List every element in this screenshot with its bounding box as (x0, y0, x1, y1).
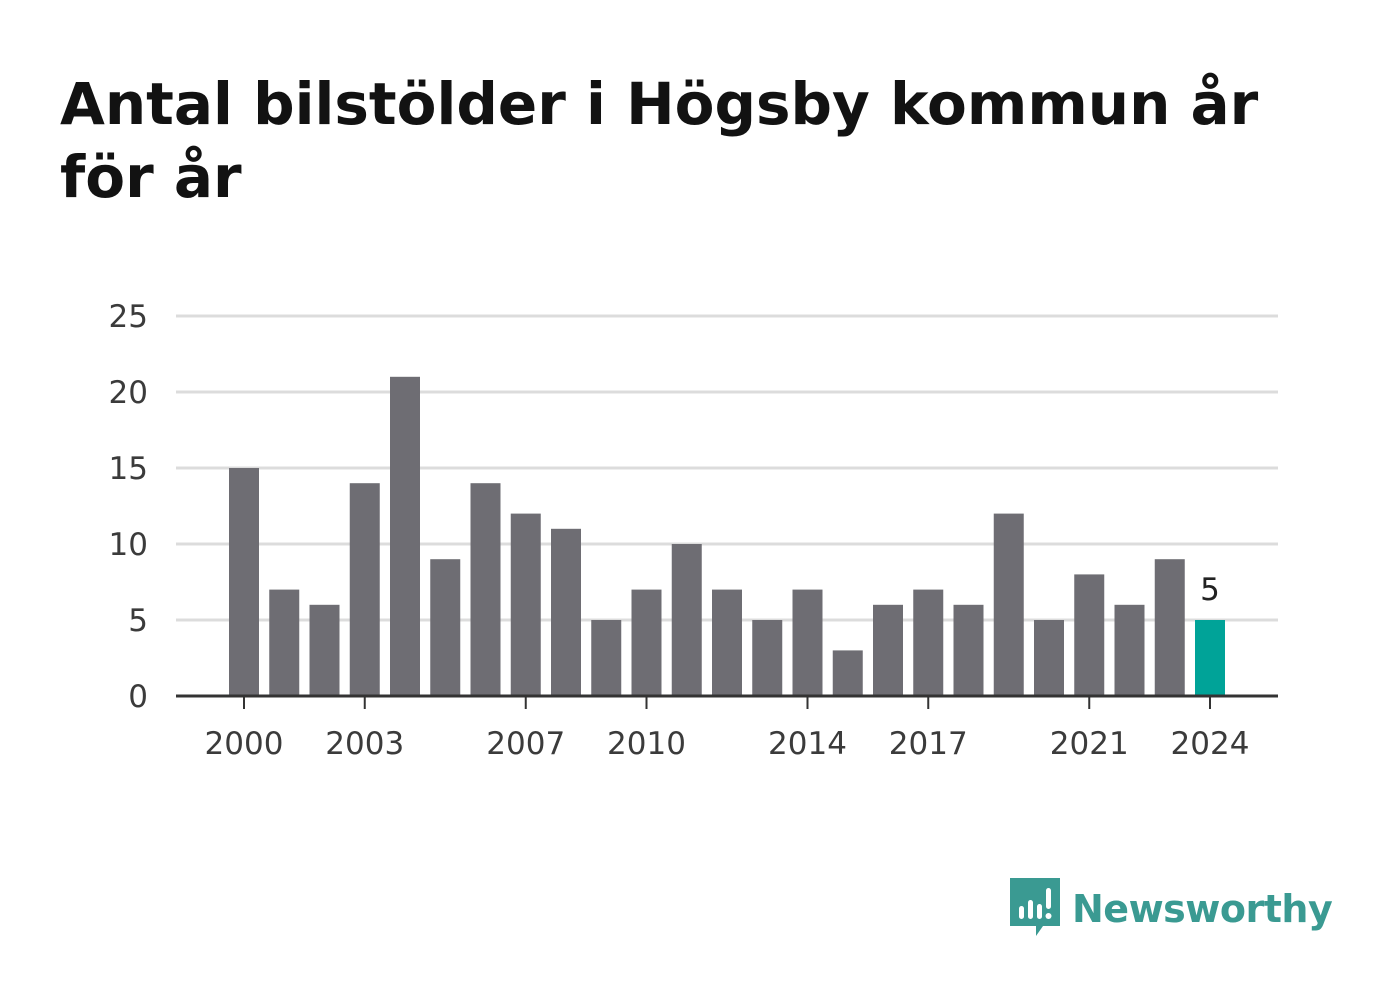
bar-2007 (510, 513, 541, 696)
bar-2004 (390, 376, 420, 696)
bars (229, 376, 1225, 696)
bar-2008 (551, 528, 581, 696)
bar-2022 (1114, 604, 1145, 696)
bar-2003 (349, 483, 380, 696)
bar-2013 (752, 620, 783, 696)
bar-2010 (631, 589, 662, 696)
bar-2002 (309, 604, 340, 696)
bar-2018 (953, 604, 984, 696)
x-tick-label: 2010 (607, 726, 686, 762)
bar-2021 (1074, 574, 1105, 696)
x-tick-label: 2003 (325, 726, 404, 762)
bar-2009 (591, 620, 622, 696)
bar-2006 (470, 483, 501, 696)
y-axis-labels: 0 5 10 15 20 25 (109, 299, 148, 715)
bar-2023 (1154, 559, 1185, 696)
bar-2014 (792, 589, 823, 696)
bar-2016 (873, 604, 903, 696)
x-tick-label: 2000 (205, 726, 284, 762)
bar-2000 (229, 468, 259, 696)
y-tick-label: 10 (109, 527, 148, 563)
bar-2017 (913, 589, 944, 696)
bar-2012 (712, 589, 742, 696)
chart-title: Antal bilstölder i Högsby kommun år för … (60, 70, 1259, 211)
x-tick-label: 2024 (1171, 726, 1250, 762)
data-label-2024: 5 (1200, 572, 1220, 608)
x-axis-labels: 2000 2003 2007 2010 2014 2017 2021 2024 (205, 726, 1250, 762)
bar-2020 (1034, 620, 1064, 696)
x-tick-label: 2014 (768, 726, 847, 762)
bar-2024 (1195, 620, 1225, 696)
x-tick-label: 2017 (889, 726, 968, 762)
chart-speech-bubble-icon (1010, 878, 1060, 936)
x-tick-label: 2007 (486, 726, 565, 762)
gridlines (176, 314, 1278, 622)
y-tick-label: 15 (109, 451, 148, 487)
bar-2019 (993, 513, 1024, 696)
logo-text: Newsworthy (1072, 887, 1333, 931)
y-tick-label: 5 (128, 603, 148, 639)
newsworthy-logo: Newsworthy (1010, 878, 1333, 940)
data-labels: 5 (1200, 572, 1220, 608)
bar-2001 (269, 589, 300, 696)
y-tick-label: 0 (128, 679, 148, 715)
bar-2011 (671, 544, 702, 696)
bar-2015 (832, 650, 863, 696)
bar-2005 (430, 559, 461, 696)
x-tick-label: 2021 (1050, 726, 1129, 762)
y-tick-label: 20 (109, 375, 148, 411)
x-axis (176, 694, 1278, 709)
y-tick-label: 25 (109, 299, 148, 335)
